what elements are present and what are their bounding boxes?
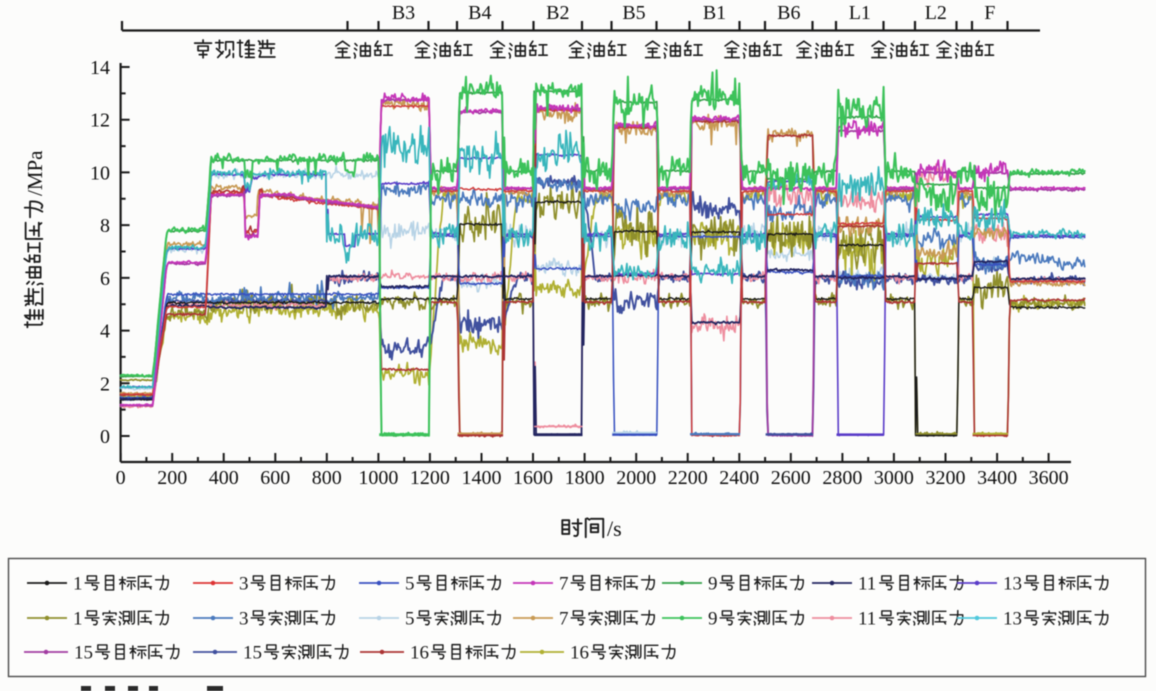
svg-text:6: 6 — [100, 268, 110, 290]
svg-text:1400: 1400 — [462, 467, 502, 489]
svg-text:B6: B6 — [777, 2, 800, 24]
svg-text:7: 7 — [559, 574, 569, 595]
svg-text:1: 1 — [73, 609, 83, 630]
svg-text:11: 11 — [858, 574, 876, 595]
svg-text:F: F — [984, 2, 995, 24]
svg-text:2400: 2400 — [719, 467, 759, 489]
svg-text:L1: L1 — [849, 2, 871, 24]
svg-text:5: 5 — [405, 609, 415, 630]
svg-text:B2: B2 — [546, 2, 569, 24]
svg-text:5: 5 — [405, 574, 415, 595]
svg-text:1200: 1200 — [410, 467, 450, 489]
svg-text:L2: L2 — [925, 2, 947, 24]
svg-text:8: 8 — [100, 215, 110, 237]
svg-text:/MPa: /MPa — [23, 150, 47, 196]
svg-text:3400: 3400 — [977, 467, 1017, 489]
svg-text:2600: 2600 — [771, 467, 811, 489]
svg-text:0: 0 — [100, 426, 110, 448]
svg-text:600: 600 — [260, 467, 290, 489]
svg-text:B5: B5 — [622, 2, 645, 24]
svg-text:3600: 3600 — [1029, 467, 1069, 489]
svg-text:13: 13 — [1003, 609, 1022, 630]
svg-text:1: 1 — [73, 574, 83, 595]
svg-text:2000: 2000 — [616, 467, 656, 489]
svg-text:B3: B3 — [392, 2, 415, 24]
svg-text:3: 3 — [239, 574, 249, 595]
svg-text:2: 2 — [100, 373, 110, 395]
svg-text:9: 9 — [708, 609, 718, 630]
svg-text:15: 15 — [74, 643, 93, 664]
svg-text:200: 200 — [157, 467, 187, 489]
svg-text:1600: 1600 — [513, 467, 553, 489]
svg-text:9: 9 — [708, 574, 718, 595]
svg-text:1800: 1800 — [565, 467, 605, 489]
svg-text:3000: 3000 — [874, 467, 914, 489]
svg-text:800: 800 — [312, 467, 342, 489]
svg-text:12: 12 — [90, 110, 110, 132]
svg-text:15: 15 — [243, 643, 262, 664]
svg-text:16: 16 — [410, 643, 429, 664]
svg-text:11: 11 — [858, 609, 876, 630]
svg-text:14: 14 — [90, 57, 110, 79]
svg-text:B4: B4 — [468, 2, 491, 24]
svg-text:13: 13 — [1003, 574, 1022, 595]
svg-text:400: 400 — [209, 467, 239, 489]
svg-text:/s: /s — [607, 516, 622, 541]
svg-text:2200: 2200 — [668, 467, 708, 489]
svg-text:7: 7 — [559, 609, 569, 630]
svg-text:10: 10 — [90, 162, 110, 184]
svg-text:B1: B1 — [703, 2, 726, 24]
svg-text:3: 3 — [239, 609, 249, 630]
svg-text:0: 0 — [116, 467, 126, 489]
svg-text:2800: 2800 — [822, 467, 862, 489]
svg-text:16: 16 — [570, 643, 589, 664]
svg-text:1000: 1000 — [358, 467, 398, 489]
svg-text:3200: 3200 — [926, 467, 966, 489]
svg-text:4: 4 — [100, 321, 110, 343]
